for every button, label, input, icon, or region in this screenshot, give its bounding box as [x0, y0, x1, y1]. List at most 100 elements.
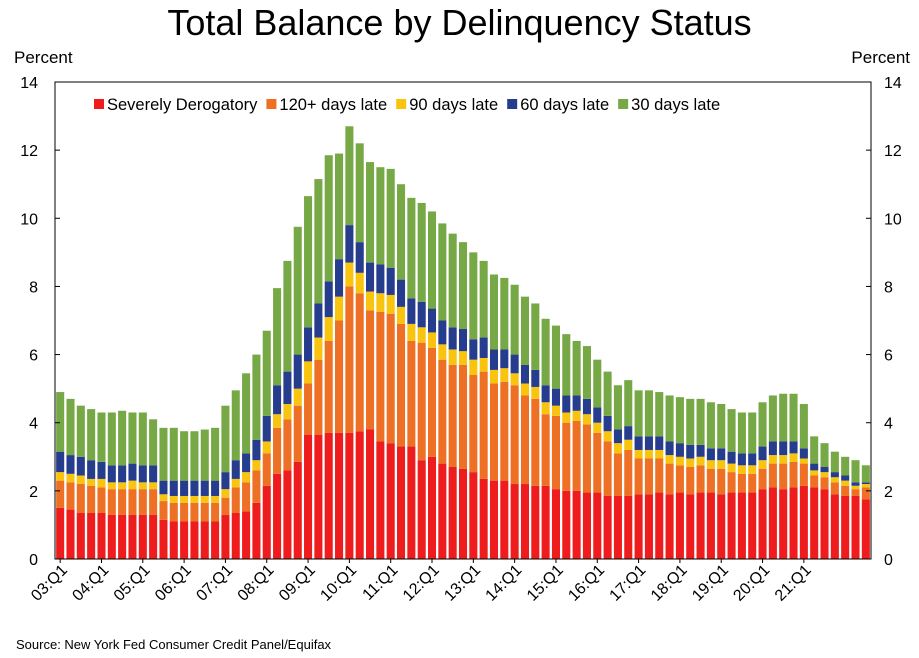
left-tick-label: 8 [29, 279, 38, 296]
bar-severely-derogatory-60 [675, 492, 684, 559]
legend-label: 120+ days late [279, 96, 387, 114]
bar-severely-derogatory-2 [76, 513, 85, 559]
x-tick-label: 21:Q1 [772, 562, 815, 605]
bar-30-days-late-39 [458, 242, 468, 330]
bar-30-days-late-5 [107, 412, 116, 466]
bar-90-days-late-74 [820, 472, 829, 478]
bar-60-days-late-24 [304, 327, 313, 362]
bar-30-days-late-1 [66, 398, 75, 456]
right-tick-label: 10 [884, 211, 902, 228]
bar-60-days-late-45 [520, 364, 530, 384]
bar-severely-derogatory-49 [562, 490, 571, 559]
bar-120-days-late-29 [355, 293, 364, 432]
bar-30-days-late-36 [427, 211, 437, 309]
bar-30-days-late-35 [417, 202, 426, 302]
bar-severely-derogatory-58 [655, 492, 664, 559]
bar-90-days-late-16 [221, 489, 230, 498]
bar-120-days-late-46 [531, 398, 540, 486]
bar-30-days-late-24 [304, 196, 313, 328]
bar-120-days-late-6 [118, 489, 127, 515]
legend-swatch-60-days-late [507, 99, 518, 109]
bar-90-days-late-59 [665, 455, 674, 464]
bar-severely-derogatory-35 [417, 460, 426, 559]
bar-30-days-late-68 [758, 402, 767, 447]
bar-90-days-late-41 [479, 357, 488, 372]
bar-120-days-late-28 [345, 286, 354, 433]
bar-120-days-late-42 [489, 383, 499, 481]
bar-60-days-late-8 [138, 465, 147, 483]
bar-30-days-late-3 [87, 409, 96, 461]
x-tick-label: 15:Q1 [524, 562, 567, 605]
bar-90-days-late-25 [314, 337, 323, 360]
bar-90-days-late-12 [180, 495, 189, 503]
bar-90-days-late-1 [66, 473, 75, 483]
bar-severely-derogatory-56 [634, 494, 643, 559]
bar-severely-derogatory-11 [169, 521, 178, 559]
bar-30-days-late-65 [727, 409, 736, 452]
bar-30-days-late-32 [386, 168, 395, 268]
bar-60-days-late-77 [851, 482, 860, 486]
bar-60-days-late-61 [686, 444, 695, 459]
bar-60-days-late-51 [582, 398, 591, 415]
bar-severely-derogatory-24 [304, 434, 313, 559]
bar-30-days-late-57 [644, 390, 653, 437]
bar-90-days-late-78 [861, 484, 870, 488]
bar-90-days-late-9 [149, 482, 158, 490]
bar-60-days-late-46 [531, 369, 540, 387]
bar-60-days-late-71 [789, 441, 798, 454]
bar-120-days-late-50 [572, 421, 581, 491]
bar-90-days-late-56 [634, 449, 643, 459]
bar-90-days-late-50 [572, 410, 581, 422]
bar-60-days-late-47 [541, 385, 550, 403]
bar-severely-derogatory-30 [366, 429, 375, 559]
bar-60-days-late-63 [706, 448, 715, 461]
bar-severely-derogatory-6 [118, 514, 127, 559]
x-tick-label: 05:Q1 [111, 562, 154, 605]
bar-90-days-late-32 [386, 294, 395, 314]
bar-60-days-late-42 [489, 349, 499, 370]
bar-60-days-late-44 [510, 354, 519, 374]
bar-30-days-late-66 [737, 412, 746, 454]
bar-severely-derogatory-47 [541, 485, 550, 559]
bar-60-days-late-38 [448, 327, 457, 350]
bar-90-days-late-14 [200, 495, 209, 503]
bar-30-days-late-78 [861, 465, 870, 483]
bar-90-days-late-37 [438, 344, 447, 360]
bar-90-days-late-4 [97, 478, 106, 488]
bar-120-days-late-52 [593, 432, 602, 493]
bar-severely-derogatory-8 [138, 514, 147, 559]
x-tick-label: 04:Q1 [69, 562, 112, 605]
bar-30-days-late-46 [531, 303, 540, 370]
x-tick-label: 11:Q1 [360, 562, 402, 604]
bar-120-days-late-63 [706, 468, 715, 493]
bar-90-days-late-35 [417, 327, 426, 343]
bar-30-days-late-15 [211, 427, 220, 481]
legend-swatch-severely-derogatory [94, 99, 104, 109]
bar-120-days-late-61 [686, 467, 695, 495]
bar-120-days-late-65 [727, 472, 736, 493]
bar-30-days-late-9 [149, 419, 158, 466]
bar-severely-derogatory-70 [779, 489, 788, 559]
bar-120-days-late-7 [128, 489, 137, 515]
bar-30-days-late-20 [262, 330, 271, 416]
bar-90-days-late-66 [737, 465, 746, 474]
right-tick-label: 8 [884, 279, 893, 296]
bar-120-days-late-24 [304, 383, 313, 435]
bar-90-days-late-42 [489, 369, 499, 384]
bar-120-days-late-54 [613, 453, 622, 496]
bar-120-days-late-39 [458, 364, 468, 469]
bar-60-days-late-31 [376, 264, 385, 294]
bar-90-days-late-76 [841, 480, 850, 486]
bar-120-days-late-3 [87, 485, 96, 514]
bar-severely-derogatory-40 [469, 472, 478, 559]
bar-30-days-late-51 [582, 346, 591, 399]
bar-severely-derogatory-9 [149, 514, 158, 559]
x-tick-label: 12:Q1 [400, 562, 443, 605]
bar-severely-derogatory-72 [799, 485, 808, 559]
bar-90-days-late-63 [706, 460, 715, 469]
bar-60-days-late-0 [56, 451, 65, 473]
bar-90-days-late-8 [138, 482, 147, 490]
bar-60-days-late-76 [841, 475, 850, 481]
bar-60-days-late-70 [779, 441, 788, 456]
bar-60-days-late-41 [479, 337, 488, 358]
